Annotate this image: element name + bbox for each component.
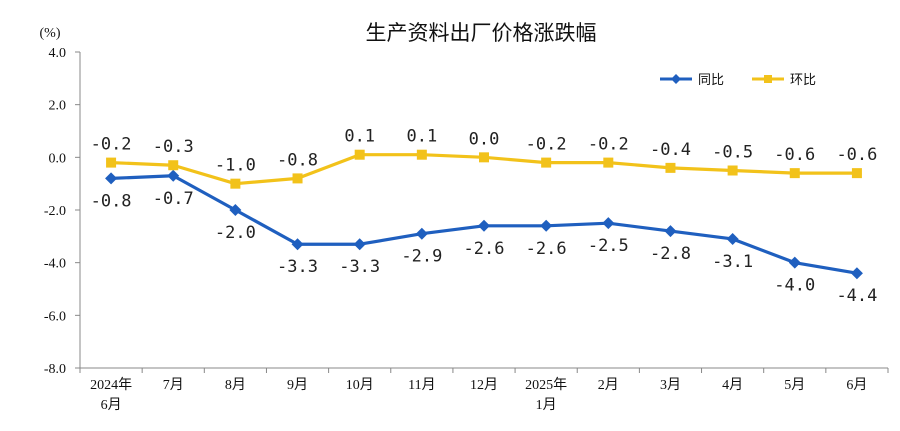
data-label: -3.1 [712, 252, 753, 272]
data-label: -0.8 [277, 150, 318, 170]
data-point [727, 165, 738, 176]
data-label: -2.5 [588, 236, 629, 256]
data-label: -0.3 [153, 137, 194, 157]
data-label: -0.6 [774, 145, 815, 165]
data-labels-layer: -0.8 -0.7 -2.0 -3.3 -3.3 -2.9 -2.6 -2.6 -2.5 -2.8… [91, 127, 878, 307]
data-point [479, 152, 489, 163]
data-point [167, 169, 180, 182]
y-tick-label: -6.0 [44, 309, 66, 324]
x-tick-label: 9月 [287, 377, 308, 393]
x-tick-label: 5月 [784, 377, 805, 393]
data-label: -1.0 [215, 156, 256, 176]
data-label: -2.8 [650, 244, 691, 264]
data-label: -2.0 [215, 223, 256, 243]
y-tick-label: -4.0 [44, 257, 66, 272]
series-layer [105, 149, 863, 280]
data-label: -0.2 [526, 135, 567, 155]
x-tick-label: 2月 [598, 377, 619, 393]
data-label: 0.0 [469, 129, 500, 149]
data-point [602, 217, 615, 230]
data-label: -0.8 [91, 191, 132, 211]
data-point [354, 149, 365, 160]
data-label: -3.3 [339, 257, 380, 277]
data-point [665, 162, 676, 173]
data-label: -0.6 [836, 145, 877, 165]
data-point [603, 157, 614, 168]
x-tick-label: 2024年 [90, 377, 132, 393]
data-point [478, 219, 490, 232]
data-point [540, 219, 553, 232]
data-label: 0.1 [406, 127, 437, 147]
data-label: -0.2 [91, 135, 132, 155]
data-point [664, 225, 677, 238]
data-label: -4.0 [774, 276, 815, 296]
data-point [106, 157, 117, 168]
x-tick-label: 6月 [101, 397, 122, 413]
data-point [230, 178, 241, 189]
data-point [291, 238, 304, 251]
data-point [229, 204, 242, 216]
y-tick-label: 0.0 [49, 151, 67, 166]
data-point [850, 267, 863, 280]
legend-label: 环比 [790, 73, 816, 88]
data-label: -0.2 [588, 135, 629, 155]
data-point [851, 168, 862, 179]
y-axis-unit: (%) [40, 26, 61, 41]
x-tick-label: 1月 [536, 397, 557, 413]
data-label: -3.3 [277, 257, 318, 277]
y-tick-label: -2.0 [44, 204, 66, 219]
x-tick-label: 4月 [722, 377, 743, 393]
data-label: -4.4 [836, 286, 877, 306]
data-point [416, 149, 427, 160]
data-label: -0.7 [153, 189, 194, 209]
data-point [541, 157, 552, 168]
data-label: -2.9 [401, 247, 442, 267]
data-point [292, 173, 303, 184]
chart-title: 生产资料出厂价格涨跌幅 [366, 21, 597, 45]
legend-label: 同比 [698, 73, 724, 88]
data-point [415, 227, 428, 240]
data-label: -0.5 [712, 143, 753, 163]
legend-marker [764, 75, 772, 83]
data-label: -0.4 [650, 140, 691, 160]
data-point [726, 232, 739, 245]
data-point [353, 238, 366, 251]
data-label: 0.1 [344, 127, 375, 147]
data-point [788, 256, 801, 269]
legend: 同比 环比 [660, 73, 816, 88]
y-tick-label: 4.0 [49, 46, 67, 61]
data-point [168, 160, 179, 171]
x-tick-label: 8月 [225, 377, 246, 393]
y-tick-label: 2.0 [49, 99, 67, 114]
data-label: -2.6 [464, 239, 505, 259]
axes: 4.0 2.0 0.0 -2.0 -4.0 -6.0 -8.0 2024年 6月 7月 8月 9月 10… [44, 46, 889, 413]
x-tick-label: 6月 [846, 377, 867, 393]
x-tick-label: 7月 [163, 377, 184, 393]
x-tick-label: 10月 [346, 377, 374, 393]
x-tick-label: 11月 [408, 377, 435, 393]
data-point [789, 168, 800, 179]
x-tick-label: 2025年 [525, 377, 567, 393]
x-tick-label: 3月 [660, 377, 681, 393]
x-tick-label: 12月 [470, 377, 498, 393]
y-tick-label: -8.0 [44, 362, 66, 377]
data-label: -2.6 [526, 239, 567, 259]
data-point [105, 172, 118, 185]
legend-marker [671, 74, 681, 84]
